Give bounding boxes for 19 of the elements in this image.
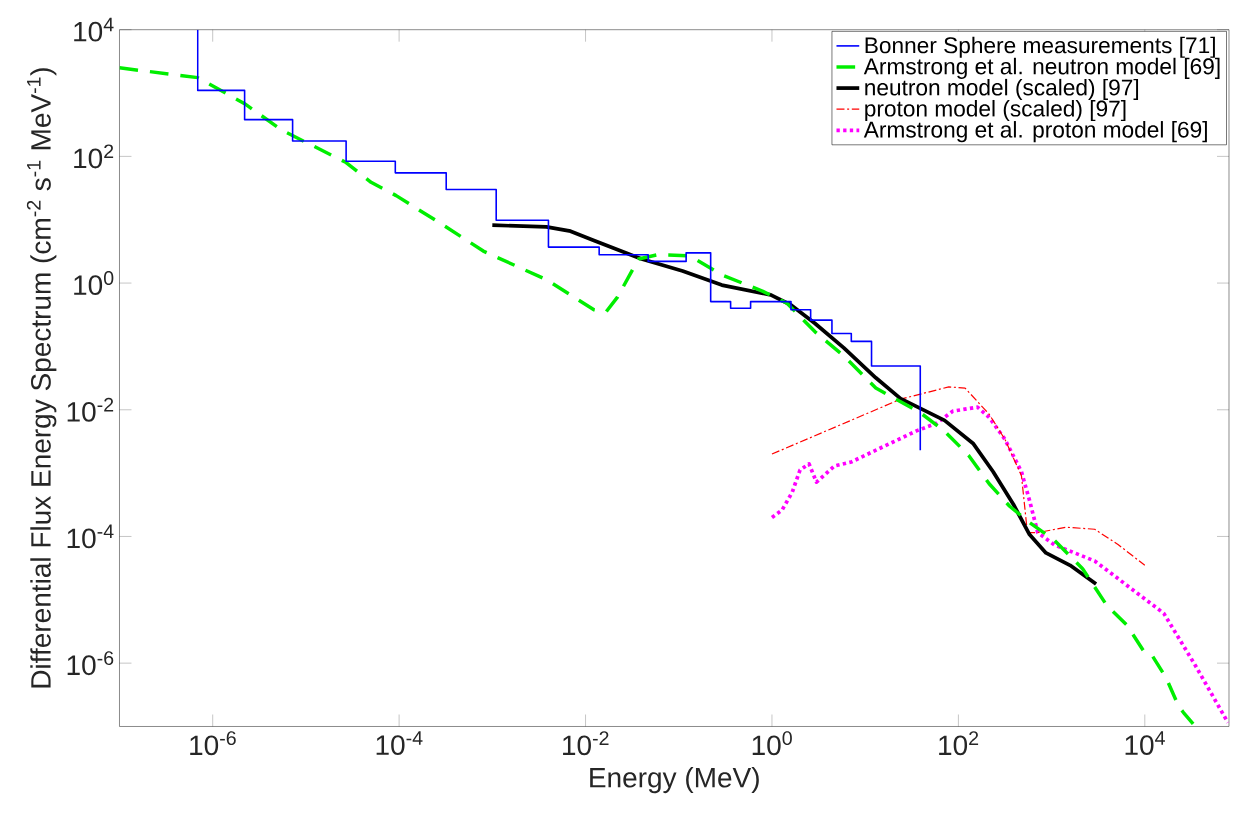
x-tick-label: 10$^{-6}$ [190,731,236,756]
legend-label: Bonner Sphere measurements [71] [865,36,1215,58]
legend-label: Armstrong et al. neutron model [69] [863,57,1220,79]
y-tick-label: 10$^{-4}$ [67,524,114,549]
x-tick-label: 10$^{-4}$ [376,731,423,755]
legend-label: proton model (scaled) [97] [865,99,1126,122]
legend-label: Armstrong et al. proton model [69] [863,121,1207,143]
y-tick-label: 10$^{-6}$ [67,651,114,676]
y-tick-label: 10$^{0}$ [74,271,114,296]
y-tick-label: 10$^{4}$ [74,17,114,42]
x-tick-label: 10$^{-2}$ [563,731,609,756]
y-axis-title: Differential Flux Energy Spectrum (cm$^{-2}$ s$^{-1}$ MeV$^{-1}$) [26,68,57,688]
y-tick-label: 10$^{-2}$ [67,397,114,422]
x-axis-title: Energy (MeV) [590,767,759,794]
legend-label: neutron model (scaled) [97] [865,78,1139,100]
x-tick-label: 10$^{4}$ [1125,731,1165,755]
x-tick-label: 10$^{2}$ [939,731,979,756]
x-tick-label: 10$^{0}$ [752,731,792,756]
y-tick-label: 10$^{2}$ [74,144,114,169]
